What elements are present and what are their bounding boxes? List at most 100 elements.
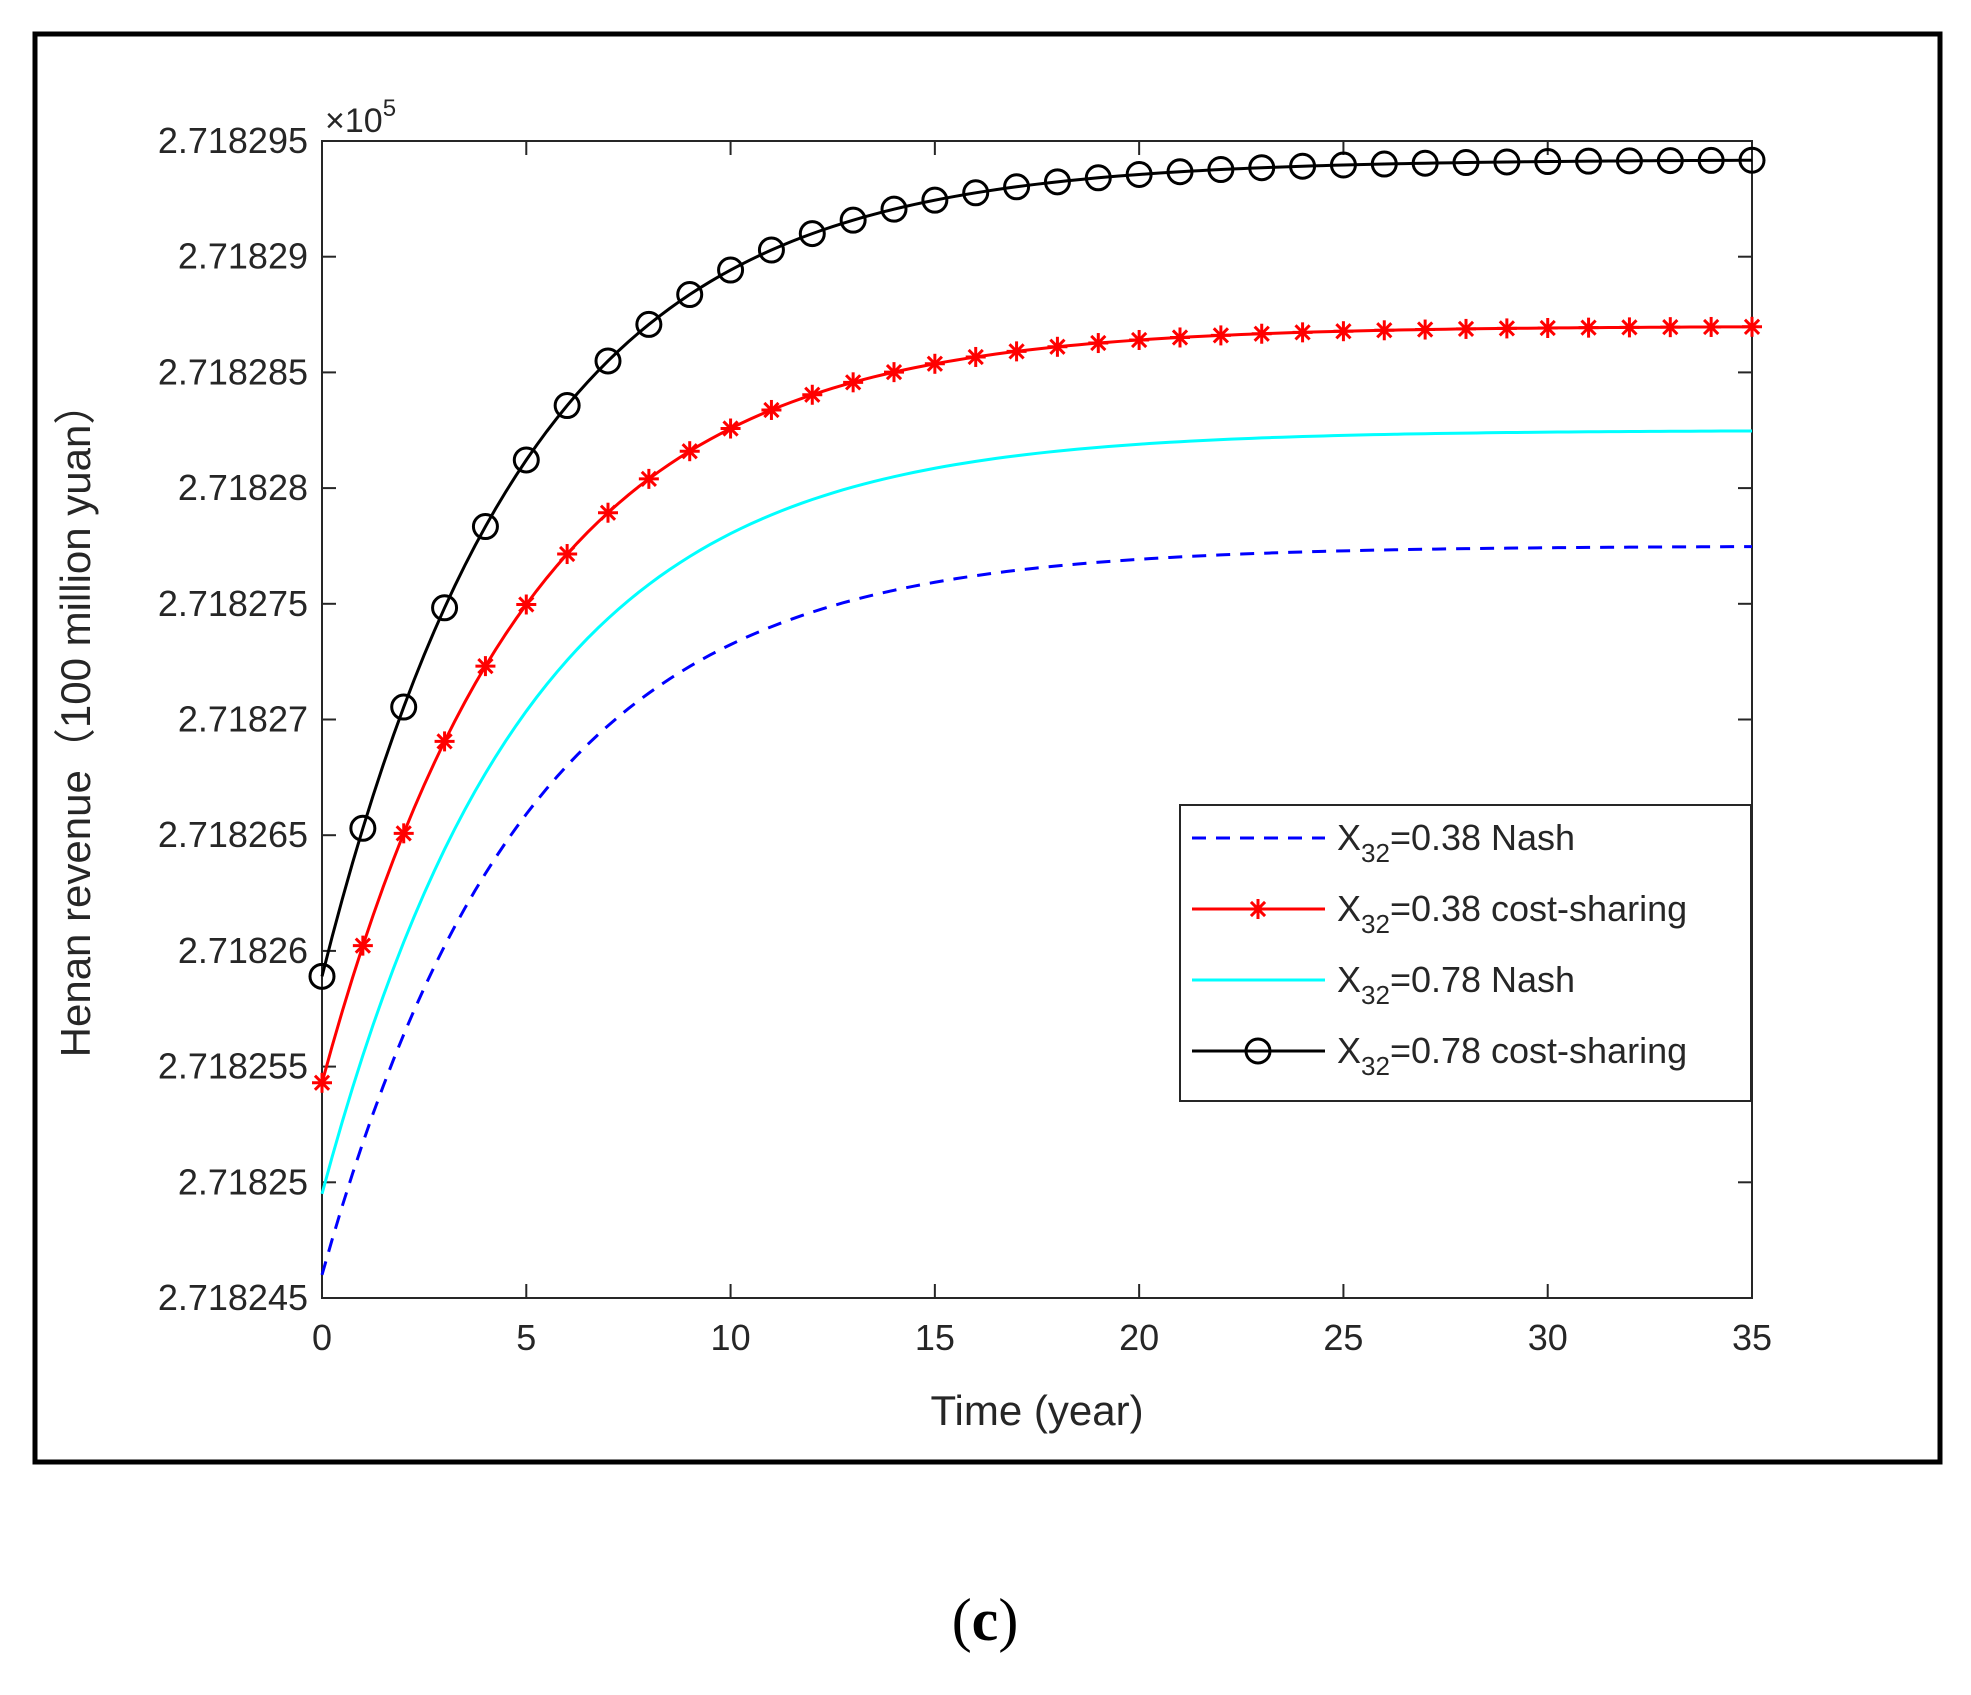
y-exponent-power: 5 <box>383 95 396 122</box>
data-point-circle <box>471 513 499 541</box>
legend-label-var: X <box>1337 1030 1361 1071</box>
data-point-asterisk <box>1006 341 1027 362</box>
data-point-circle <box>1370 150 1398 178</box>
x-axis-ticks: 0 5 10 15 20 25 30 35 <box>312 141 1772 1358</box>
x-tick-label: 30 <box>1528 1317 1568 1358</box>
data-point-circle <box>349 814 377 842</box>
series-line <box>320 429 1753 1195</box>
y-tick-label: 2.718275 <box>158 583 308 624</box>
data-point-asterisk <box>1578 317 1599 338</box>
y-exponent-base: ×10 <box>325 102 383 140</box>
data-point-asterisk <box>884 362 904 383</box>
data-point-circle <box>1411 149 1439 177</box>
legend-label: X32=0.78 Nash <box>1337 959 1575 1010</box>
data-point-circle <box>1084 164 1112 192</box>
data-point-circle <box>1615 147 1643 175</box>
legend-label-sub: 32 <box>1361 980 1390 1010</box>
y-tick-label: 2.71826 <box>178 930 308 971</box>
legend-label-rest: =0.38 cost-sharing <box>1390 888 1687 929</box>
data-point-asterisk <box>924 353 945 374</box>
data-point-circle <box>1248 154 1276 182</box>
data-point-circle <box>880 195 908 223</box>
legend-label-sub: 32 <box>1361 1051 1390 1081</box>
data-point-asterisk <box>1129 329 1150 350</box>
data-point-circle <box>1697 146 1725 174</box>
data-point-asterisk <box>475 656 496 677</box>
data-point-circle <box>635 310 663 338</box>
y-tick-label: 2.71827 <box>178 699 308 740</box>
legend-label-sub: 32 <box>1361 838 1390 868</box>
data-point-asterisk <box>434 731 455 752</box>
y-tick-label: 2.718265 <box>158 814 308 855</box>
x-axis-label: Time (year) <box>930 1387 1143 1434</box>
data-point-circle <box>594 347 622 375</box>
data-point-asterisk <box>1047 336 1068 357</box>
legend-label-var: X <box>1337 959 1361 1000</box>
x-tick-label: 35 <box>1732 1317 1772 1358</box>
data-point-asterisk <box>312 1072 332 1093</box>
data-point-asterisk <box>557 544 578 565</box>
data-point-circle <box>962 179 990 207</box>
data-point-circle <box>1166 158 1194 186</box>
y-tick-label: 2.718255 <box>158 1046 308 1087</box>
data-point-asterisk <box>1456 318 1476 339</box>
data-point-asterisk <box>1170 327 1190 348</box>
data-point-asterisk <box>843 372 864 393</box>
legend-label-var: X <box>1337 817 1361 858</box>
data-point-circle <box>676 281 704 309</box>
series-layer <box>308 146 1766 1276</box>
data-point-circle <box>1575 147 1603 175</box>
data-point-circle <box>1244 1037 1272 1065</box>
x-tick-label: 20 <box>1119 1317 1159 1358</box>
data-point-circle <box>717 256 745 284</box>
x-tick-label: 10 <box>711 1317 751 1358</box>
data-point-asterisk <box>1742 316 1762 337</box>
data-point-asterisk <box>1292 322 1313 343</box>
y-axis-ticks: 2.718245 2.71825 2.718255 2.71826 2.718265 2.… <box>158 120 1752 1318</box>
data-point-asterisk <box>720 418 741 439</box>
plot-area <box>321 140 1753 1299</box>
data-point-asterisk <box>516 594 537 615</box>
data-point-asterisk <box>1374 320 1395 341</box>
data-point-circle <box>757 236 785 264</box>
caption-open-paren: ( <box>952 1587 972 1653</box>
data-point-asterisk <box>598 502 618 523</box>
data-point-circle <box>431 594 459 622</box>
data-point-circle <box>1003 173 1031 201</box>
data-point-circle <box>1289 152 1317 180</box>
data-point-asterisk <box>1701 316 1722 337</box>
data-point-circle <box>1125 160 1153 188</box>
data-point-circle <box>1656 147 1684 175</box>
y-axis-exponent: ×105 <box>325 95 396 140</box>
data-point-circle <box>553 392 581 420</box>
y-tick-label: 2.718285 <box>158 351 308 392</box>
data-point-circle <box>921 186 949 214</box>
data-point-asterisk <box>679 441 700 462</box>
data-point-asterisk <box>638 468 659 489</box>
data-point-circle <box>798 220 826 248</box>
data-point-asterisk <box>802 384 823 405</box>
y-tick-label: 2.71829 <box>178 236 308 277</box>
y-tick-label: 2.71825 <box>178 1161 308 1202</box>
legend-label: X32=0.38 Nash <box>1337 817 1575 868</box>
data-point-asterisk <box>1415 319 1436 340</box>
data-point-asterisk <box>1537 317 1558 338</box>
legend-label-rest: =0.78 cost-sharing <box>1390 1030 1687 1071</box>
legend-label-rest: =0.38 Nash <box>1390 817 1575 858</box>
series-line <box>320 545 1753 1276</box>
data-point-circle <box>1207 156 1235 184</box>
data-point-circle <box>1534 148 1562 176</box>
data-point-asterisk <box>1251 323 1272 344</box>
data-point-asterisk <box>965 346 986 367</box>
data-point-circle <box>1452 149 1480 177</box>
caption-letter: c <box>972 1587 999 1653</box>
data-point-asterisk <box>1088 333 1109 354</box>
legend-label-var: X <box>1337 888 1361 929</box>
data-point-asterisk <box>1210 325 1231 346</box>
data-point-circle <box>390 693 418 721</box>
data-point-circle <box>308 962 336 990</box>
data-point-circle <box>512 446 540 474</box>
y-tick-label: 2.718295 <box>158 120 308 161</box>
